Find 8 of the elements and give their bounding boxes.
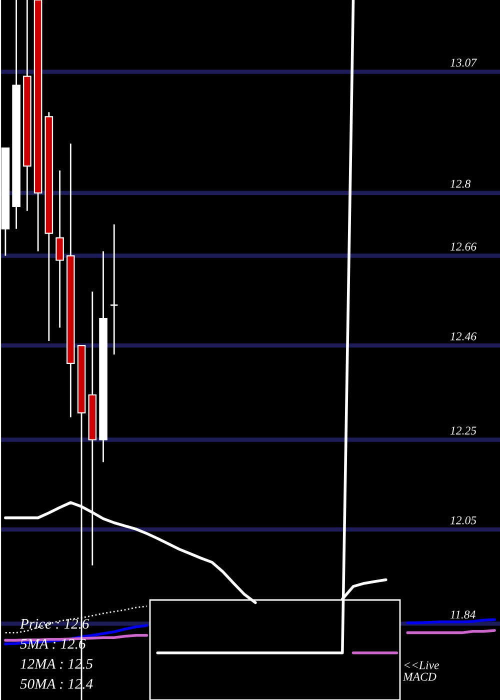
- annotation: <<Live MACD: [402, 661, 439, 681]
- y-tick-label: 12.25: [450, 426, 476, 435]
- y-tick-label: 12.05: [450, 516, 476, 524]
- y-tick-label: 12.66: [450, 242, 477, 251]
- y-tick-label: 12.8: [450, 180, 471, 188]
- y-tick-label: 13.07: [450, 58, 477, 67]
- y-tick-label: 12.46: [450, 332, 477, 340]
- y-tick-label: 11.84: [450, 610, 476, 619]
